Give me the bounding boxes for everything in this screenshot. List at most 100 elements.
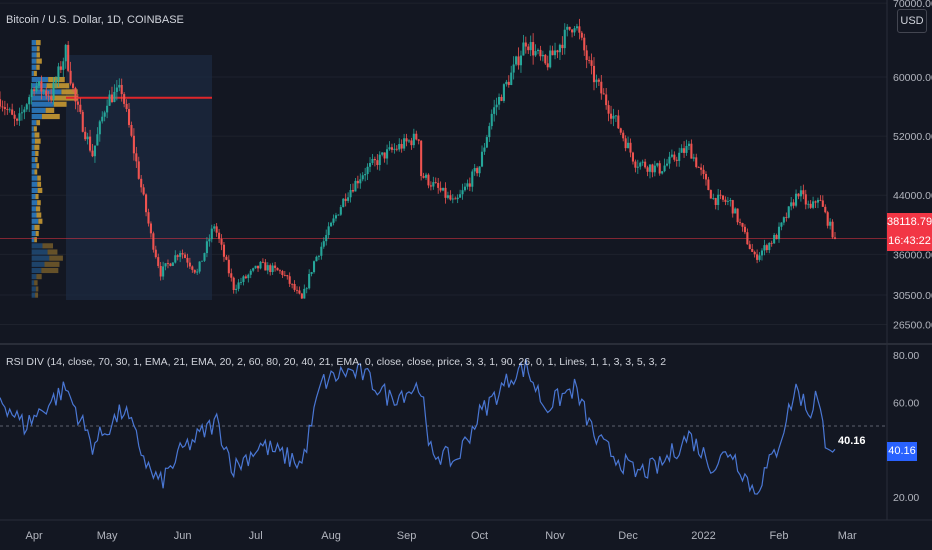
candle: [386, 144, 389, 165]
candle: [687, 140, 690, 150]
candle: [71, 82, 75, 92]
candle: [583, 33, 586, 56]
candle: [50, 88, 53, 104]
candle: [651, 163, 654, 178]
candle: [524, 36, 527, 54]
candle: [276, 267, 279, 271]
candle: [675, 156, 678, 167]
candle: [422, 172, 425, 179]
volume-profile-bin: [31, 194, 39, 200]
candle: [663, 158, 666, 173]
candle: [807, 200, 810, 209]
candle: [600, 74, 603, 100]
volume-profile-bin: [31, 101, 67, 107]
candle: [366, 163, 369, 181]
time-tick-label: Nov: [545, 530, 565, 542]
candle: [239, 277, 243, 286]
candle: [719, 189, 722, 200]
candle: [439, 181, 442, 193]
candle: [546, 55, 549, 71]
volume-profile-bin: [31, 70, 37, 76]
candle: [714, 197, 717, 210]
candle: [327, 222, 330, 239]
candle: [15, 117, 19, 125]
candle: [59, 61, 62, 74]
candle: [539, 45, 542, 61]
candle: [697, 166, 700, 168]
candle: [549, 45, 552, 69]
candle: [247, 273, 250, 283]
candle: [510, 65, 513, 86]
candle: [147, 208, 150, 227]
volume-profile-bin: [31, 255, 63, 261]
candle: [529, 35, 532, 57]
candle: [249, 269, 252, 279]
candle: [298, 286, 301, 295]
candle: [308, 269, 311, 290]
candle: [553, 42, 557, 60]
rsi-axis: 20.00 60.00 80.00: [893, 350, 919, 504]
candle: [617, 109, 620, 130]
candle: [459, 189, 462, 198]
candle: [76, 94, 79, 113]
candle: [731, 199, 734, 218]
candle: [782, 216, 785, 226]
candle: [407, 139, 411, 143]
candle: [364, 167, 367, 182]
candle: [244, 274, 247, 280]
candle: [149, 221, 152, 238]
candle: [132, 128, 135, 161]
candle: [495, 97, 498, 116]
candle: [768, 242, 771, 254]
candle: [429, 181, 432, 191]
candle: [602, 88, 605, 95]
candle: [115, 80, 118, 101]
volume-profile-bin: [31, 89, 78, 95]
candle: [23, 106, 26, 120]
candle: [790, 197, 793, 211]
volume-profile-bin: [31, 175, 41, 181]
candle: [597, 78, 600, 86]
candle: [237, 279, 240, 292]
candle: [541, 50, 544, 62]
candle: [743, 224, 746, 235]
candle: [271, 262, 274, 275]
candle: [568, 26, 571, 31]
candle: [668, 151, 671, 169]
candle: [166, 259, 170, 269]
candle: [775, 233, 778, 240]
candle: [536, 48, 540, 55]
candle: [721, 195, 725, 203]
volume-profile-bin: [31, 274, 42, 280]
candle: [661, 170, 664, 175]
candle: [403, 133, 406, 151]
candle: [295, 286, 299, 294]
candle: [634, 159, 637, 173]
candle: [315, 255, 318, 262]
currency-button[interactable]: USD: [897, 9, 927, 33]
candle: [726, 196, 729, 206]
volume-profile-bin: [31, 52, 40, 58]
candle: [188, 257, 191, 270]
volume-profile-bin: [31, 286, 39, 292]
candle: [502, 83, 505, 103]
candle: [760, 248, 764, 261]
candle: [193, 269, 196, 274]
volume-profile-bin: [31, 120, 41, 126]
volume-profile-bin: [31, 249, 58, 255]
candle: [383, 152, 386, 163]
candle: [339, 204, 342, 216]
candle: [627, 136, 630, 149]
candle: [785, 212, 788, 222]
candle: [410, 137, 413, 150]
price-tick-label: 30500.00: [893, 290, 932, 302]
candle: [222, 242, 226, 262]
candle: [252, 267, 255, 273]
candle: [81, 109, 84, 133]
candle: [278, 269, 282, 274]
last-price-badge: 38118.79 16:43:22: [887, 213, 932, 251]
candle: [680, 144, 683, 153]
candle: [792, 199, 795, 209]
